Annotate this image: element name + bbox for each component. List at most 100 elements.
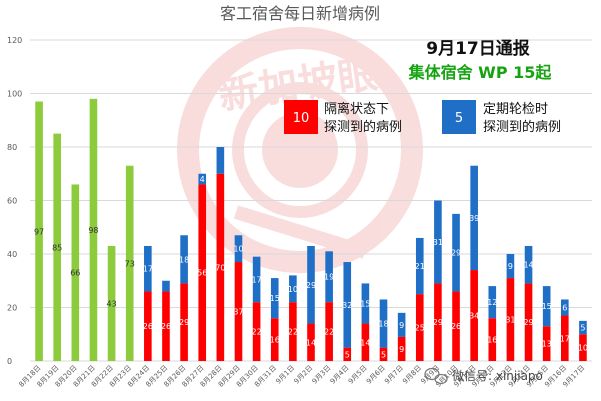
bar-blue — [144, 245, 152, 292]
bar-green — [125, 165, 134, 361]
data-label-green: 73 — [125, 259, 135, 268]
legend-blue-swatch — [442, 100, 476, 134]
data-label-blue: 15 — [542, 302, 552, 311]
y-tick-label: 40 — [7, 250, 17, 259]
bar-blue — [234, 235, 243, 263]
data-label-red: 31 — [505, 316, 515, 325]
bar-red — [470, 270, 478, 361]
bar-blue — [397, 312, 406, 337]
data-label-blue: 29 — [306, 281, 316, 290]
bar-red — [415, 294, 424, 361]
bar-red — [144, 291, 152, 361]
bar-red — [216, 173, 225, 361]
x-tick-label: 9月7日 — [383, 364, 405, 386]
bar-blue — [506, 254, 515, 279]
data-label-red: 9 — [399, 345, 404, 354]
data-label-blue: 39 — [469, 214, 479, 223]
data-label-blue: 19 — [324, 273, 334, 282]
data-label-green: 98 — [88, 226, 98, 235]
data-label-red: 25 — [415, 324, 425, 333]
bar-blue — [542, 286, 551, 327]
bar-red — [289, 302, 297, 361]
bar-red — [488, 318, 497, 361]
data-label-red: 22 — [252, 328, 262, 337]
data-label-red: 29 — [179, 318, 189, 327]
data-label-green: 85 — [52, 243, 62, 252]
bar-blue — [180, 235, 188, 284]
bar-red — [524, 283, 533, 361]
bar-red — [198, 184, 207, 361]
x-tick-label: 9月4日 — [329, 364, 351, 386]
data-label-blue: 6 — [562, 304, 567, 313]
data-label-red: 26 — [143, 322, 153, 331]
bar-red — [361, 323, 370, 361]
data-label-red: 13 — [542, 340, 552, 349]
bar-red — [234, 262, 243, 361]
bar-red — [325, 302, 333, 361]
x-tick-label: 9月8日 — [401, 364, 423, 386]
data-label-red: 29 — [523, 318, 533, 327]
data-label-red: 17 — [560, 334, 570, 343]
bar-red — [434, 283, 442, 361]
data-label-blue: 15 — [360, 299, 370, 308]
bar-red — [506, 278, 515, 361]
data-label-red: 34 — [469, 312, 479, 321]
data-label-red: 14 — [306, 338, 316, 347]
data-label-blue: 17 — [252, 275, 262, 284]
bar-blue — [270, 278, 279, 319]
bar-green — [35, 101, 43, 362]
bar-red — [397, 336, 406, 361]
data-label-blue: 21 — [415, 262, 425, 271]
data-label-red: 22 — [288, 328, 298, 337]
data-label-blue: 10 — [288, 285, 298, 294]
data-label-red: 16 — [487, 336, 497, 345]
bar-red — [270, 318, 279, 361]
y-tick-label: 100 — [7, 90, 22, 99]
bar-blue — [198, 173, 207, 185]
data-label-blue: 18 — [378, 320, 388, 329]
data-label-blue: 31 — [433, 238, 443, 247]
bar-blue — [343, 262, 352, 348]
wechat-id: 微信号: xinjiapo — [452, 369, 543, 383]
data-label-red: 26 — [451, 322, 461, 331]
bar-red — [379, 347, 388, 361]
legend-red-count: 10 — [293, 111, 310, 126]
headline-date: 9月17日通报 — [426, 38, 530, 59]
bar-blue — [452, 213, 460, 292]
legend-red-text-2: 探测到的病例 — [324, 119, 402, 135]
bar-blue — [379, 299, 388, 348]
bar-blue — [560, 299, 569, 316]
data-label-red: 56 — [197, 269, 207, 278]
data-label-blue: 4 — [200, 175, 205, 184]
bar-blue — [162, 280, 170, 292]
bar-blue — [361, 283, 370, 324]
x-tick-label: 9月1日 — [274, 364, 296, 386]
legend-red-text-1: 隔离状态下 — [324, 101, 389, 117]
y-tick-label: 0 — [7, 357, 12, 366]
x-tick-label: 9月2日 — [293, 364, 315, 386]
data-label-blue: 5 — [580, 324, 585, 333]
bar-red — [252, 302, 261, 361]
data-label-red: 10 — [578, 344, 588, 353]
bar-green — [107, 245, 116, 361]
bar-red — [307, 323, 315, 361]
data-label-blue: 18 — [179, 255, 189, 264]
y-tick-label: 20 — [7, 304, 17, 313]
wechat-badge: 微信号: xinjiapo — [424, 367, 543, 385]
bar-blue — [579, 320, 587, 335]
bar-blue — [216, 147, 225, 174]
bar-blue — [434, 200, 442, 284]
data-label-blue: 17 — [143, 265, 153, 274]
bar-green — [53, 133, 62, 361]
bar-green — [71, 184, 80, 361]
bar-red — [343, 347, 352, 361]
data-label-green: 97 — [34, 227, 44, 236]
legend-blue-text-2: 探测到的病例 — [483, 119, 561, 135]
data-label-blue: 32 — [342, 301, 352, 310]
data-label-blue: 15 — [270, 294, 280, 303]
data-label-red: 5 — [381, 350, 386, 359]
data-label-red: 29 — [433, 318, 443, 327]
data-label-blue: 10 — [233, 245, 243, 254]
